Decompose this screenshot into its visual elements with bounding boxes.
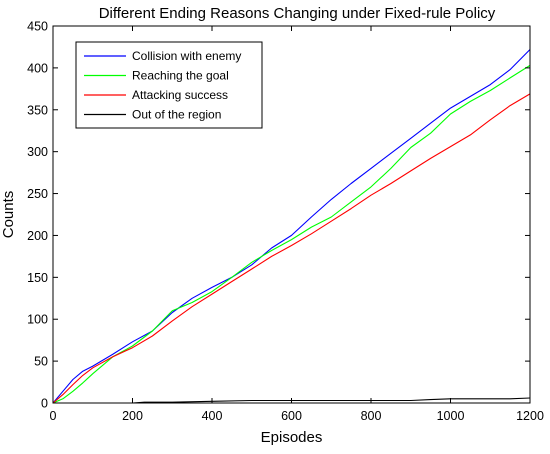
- x-tick-label: 200: [122, 409, 143, 423]
- y-tick-label: 450: [27, 20, 48, 34]
- chart-title: Different Ending Reasons Changing under …: [99, 5, 496, 22]
- legend-label-out-of-the-region: Out of the region: [132, 108, 221, 122]
- y-tick-label: 100: [27, 313, 48, 327]
- x-axis-label: Episodes: [261, 429, 323, 446]
- x-tick-label: 600: [281, 409, 302, 423]
- y-tick-label: 400: [27, 61, 48, 75]
- y-tick-label: 350: [27, 103, 48, 117]
- legend-label-attacking-success: Attacking success: [132, 88, 228, 102]
- ticks-layer: 0 200 400 600 800 1000 1200 0 50 100 150 200 250 300 3…: [27, 20, 544, 424]
- y-tick-label: 50: [34, 355, 48, 369]
- y-axis-label: Counts: [0, 191, 17, 239]
- x-tick-label: 400: [202, 409, 223, 423]
- x-tick-label: 800: [361, 409, 382, 423]
- legend-items: Collision with enemy Reaching the goal Att…: [84, 49, 241, 122]
- series-line-collision-with-enemy: [52, 49, 531, 404]
- legend-label-reaching-the-goal: Reaching the goal: [132, 69, 229, 83]
- series-line-reaching-the-goal: [52, 64, 531, 404]
- legend-label-collision-with-enemy: Collision with enemy: [132, 49, 241, 63]
- y-tick-label: 250: [27, 187, 48, 201]
- y-tick-label: 300: [27, 145, 48, 159]
- y-tick-label: 0: [41, 397, 48, 411]
- x-tick-label: 1200: [516, 409, 544, 423]
- x-tick-label: 0: [50, 409, 57, 423]
- y-tick-label: 150: [27, 271, 48, 285]
- series-line-attacking-success: [52, 93, 531, 404]
- legend: Collision with enemy Reaching the goal Att…: [75, 41, 263, 129]
- x-tick-label: 1000: [437, 409, 465, 423]
- y-tick-label: 200: [27, 229, 48, 243]
